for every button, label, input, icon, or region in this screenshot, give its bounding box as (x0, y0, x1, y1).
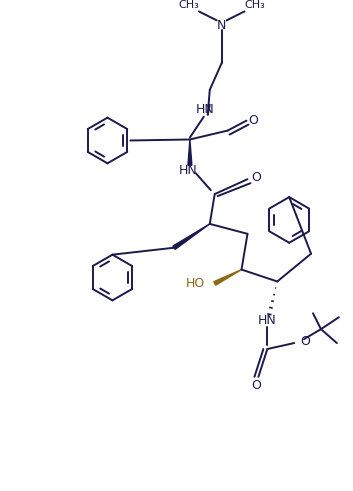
Text: HO: HO (186, 277, 205, 290)
Text: HN: HN (258, 314, 277, 327)
Text: O: O (249, 114, 258, 127)
Text: HN: HN (179, 164, 197, 177)
Text: O: O (251, 379, 261, 392)
Polygon shape (214, 270, 241, 285)
Polygon shape (188, 139, 192, 165)
Polygon shape (173, 224, 210, 249)
Text: O: O (300, 334, 310, 348)
Text: HN: HN (196, 103, 214, 116)
Text: N: N (217, 19, 226, 32)
Text: CH₃: CH₃ (245, 0, 265, 10)
Text: O: O (251, 171, 261, 184)
Text: CH₃: CH₃ (178, 0, 199, 10)
